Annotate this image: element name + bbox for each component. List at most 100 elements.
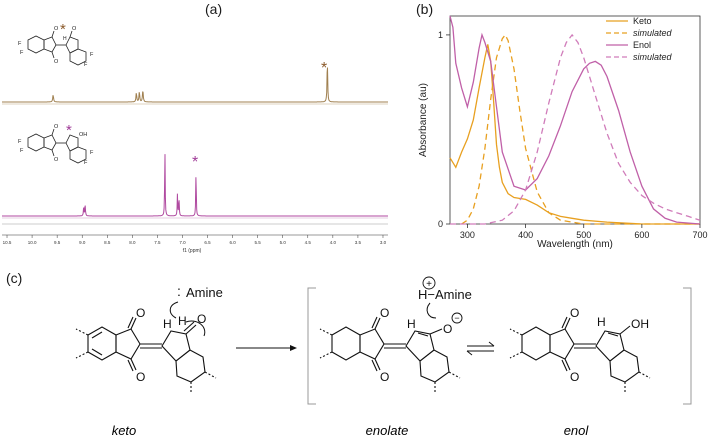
panel-c-label: (c) — [6, 270, 23, 286]
series-line-1 — [461, 33, 700, 225]
nmr-x-label: f1 (ppm) — [183, 248, 202, 254]
bracket-left — [307, 287, 316, 405]
nmr-tick-label: 6.5 — [204, 240, 211, 245]
oh-label: OH — [79, 132, 87, 138]
nmr-tick-label: 4.5 — [305, 240, 312, 245]
y-tick-label: 0 — [438, 219, 443, 229]
enolate-structure — [319, 316, 461, 394]
attack-arrow — [169, 301, 179, 319]
minus-sign: − — [454, 313, 459, 323]
o-label: O — [54, 157, 59, 163]
enol-structure — [509, 316, 651, 394]
positive-charge-icon — [422, 276, 436, 290]
enol-nmr-trace — [2, 154, 388, 217]
nmr-tick-label: 7.5 — [154, 240, 161, 245]
f-label: F — [90, 52, 94, 58]
legend-label-1: simulated — [633, 28, 673, 38]
nmr-tick-label: 8.0 — [129, 240, 136, 245]
uv-vis-chart: 300 400 500 600 700 0 1 Wavelength (nm) Absorb… — [418, 15, 708, 250]
proton-arrow — [426, 302, 437, 319]
bracket-right — [683, 287, 692, 405]
h-label: H — [178, 314, 187, 328]
x-tick-label: 400 — [518, 230, 533, 240]
keto-molecule-sketch — [27, 30, 87, 66]
enol-caption: enol — [564, 423, 590, 438]
uv-ticks: 300 400 500 600 700 0 1 — [438, 30, 708, 240]
nmr-tick-label: 9.5 — [54, 240, 61, 245]
nmr-tick-label: 3.5 — [355, 240, 362, 245]
o-label: O — [380, 306, 389, 320]
nmr-tick-label: 10.0 — [28, 240, 37, 245]
nmr-x-ticks: 10.5 10.0 9.5 9.0 8.5 8.0 7.5 7.0 6.5 6.0 5.5 5.0 4.… — [3, 235, 387, 245]
x-tick-label: 500 — [576, 230, 591, 240]
oh-label: OH — [631, 317, 649, 331]
f-label: F — [84, 62, 88, 68]
amine-lone-pair: : — [177, 283, 181, 299]
enol-star-peak: * — [192, 154, 198, 171]
nmr-tick-label: 7.0 — [179, 240, 186, 245]
keto-star-marker: * — [60, 21, 66, 38]
o-label: O — [54, 26, 59, 32]
h-label: H — [163, 317, 172, 331]
f-label: F — [84, 160, 88, 166]
o-minus-label: O — [443, 322, 452, 336]
y-tick-label: 1 — [438, 30, 443, 40]
plus-sign: + — [426, 279, 432, 290]
uv-series-group — [449, 15, 701, 225]
plot-frame — [449, 15, 701, 225]
h-label: H — [597, 315, 606, 329]
f-label: F — [18, 139, 22, 145]
o-label: O — [136, 370, 145, 384]
nmr-tick-label: 8.5 — [104, 240, 111, 245]
enol-molecule-sketch — [27, 128, 87, 164]
panel-a-label: (a) — [205, 1, 223, 17]
nmr-tick-label: 6.0 — [229, 240, 236, 245]
f-label: F — [20, 50, 24, 56]
reaction-arrowhead — [290, 345, 297, 351]
o-label: O — [570, 370, 579, 384]
series-line-0 — [449, 44, 700, 225]
f-label: F — [20, 148, 24, 154]
equilibrium-forward-head — [488, 341, 495, 347]
enol-star-marker: * — [66, 122, 72, 139]
x-tick-label: 600 — [634, 230, 649, 240]
o-label: O — [380, 370, 389, 384]
x-tick-label: 300 — [460, 230, 475, 240]
panel-b-label: (b) — [416, 1, 434, 17]
keto-star-peak: * — [321, 60, 327, 77]
f-label: F — [90, 150, 94, 156]
series-line-3 — [450, 33, 701, 225]
o-label: O — [54, 124, 59, 130]
nmr-tick-label: 5.5 — [255, 240, 262, 245]
nmr-tick-label: 10.5 — [3, 240, 12, 245]
enolate-caption: enolate — [366, 423, 409, 438]
series-line-2 — [449, 15, 701, 225]
negative-charge-icon — [451, 312, 463, 324]
legend-label-0: Keto — [633, 16, 652, 26]
push-arrow — [185, 320, 206, 337]
o-label: O — [54, 59, 59, 65]
o-label: O — [197, 312, 206, 326]
nmr-tick-label: 5.0 — [280, 240, 287, 245]
h-amine-label: H−Amine — [418, 287, 472, 302]
o-label: O — [72, 26, 77, 32]
nmr-tick-label: 4.0 — [330, 240, 337, 245]
reaction-scheme: O O O H H : Amine keto O O O H H−Amine +… — [75, 276, 692, 438]
nmr-tick-label: 9.0 — [79, 240, 86, 245]
keto-nmr-trace — [2, 67, 388, 103]
keto-structure — [75, 316, 217, 394]
o-label: O — [570, 306, 579, 320]
legend-label-2: Enol — [633, 40, 651, 50]
y-axis-label: Absorbance (au) — [418, 83, 429, 157]
legend: Keto simulated Enol simulated — [606, 16, 673, 62]
legend-label-3: simulated — [633, 52, 673, 62]
f-label: F — [18, 41, 22, 47]
amine-label: Amine — [186, 285, 223, 300]
o-label: O — [136, 306, 145, 320]
equilibrium-reverse-head — [466, 350, 473, 356]
keto-caption: keto — [112, 423, 137, 438]
h-label: H — [407, 317, 416, 331]
x-tick-label: 700 — [692, 230, 707, 240]
x-axis-label: Wavelength (nm) — [537, 239, 613, 250]
nmr-tick-label: 3.0 — [380, 240, 387, 245]
